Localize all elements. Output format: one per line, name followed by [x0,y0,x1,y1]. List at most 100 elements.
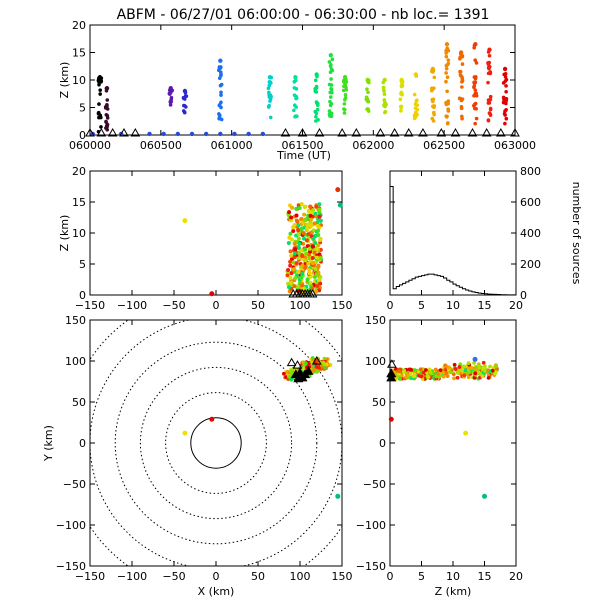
y-tick-label: −50 [363,478,386,491]
data-point [473,76,478,81]
y-axis-label: number of sources [570,182,583,285]
station-marker [280,127,291,137]
data-point [296,236,301,241]
data-point [458,73,463,77]
y-tick-label: 800 [520,165,541,178]
data-point [311,236,316,241]
data-point [289,271,294,276]
data-point [490,368,495,373]
data-point [423,368,428,372]
data-point [310,261,315,266]
data-point [299,275,304,280]
y-tick-label: 0 [79,289,86,302]
data-point [472,45,476,50]
data-point [99,79,103,84]
data-point [282,371,286,376]
data-point [486,80,490,85]
data-point [297,250,302,255]
x-tick-label: 50 [251,570,265,583]
data-point [343,96,348,100]
x-tick-label: 061000 [211,139,253,152]
data-point [341,88,346,93]
column-top-point [458,50,464,55]
data-point [488,364,492,369]
y-tick-label: 20 [72,165,86,178]
x-axis-label: Time (UT) [276,149,331,162]
data-point [441,374,446,379]
data-point [399,109,403,113]
data-point [296,256,301,261]
data-point [329,62,333,67]
data-point [398,97,403,102]
column-top-point [382,77,387,83]
data-point [412,372,417,377]
y-tick-label: 15 [72,196,86,209]
data-point [288,259,293,264]
data-point [306,208,311,213]
data-point [316,243,321,248]
data-point [310,356,315,360]
data-point [314,255,319,260]
data-point [300,283,305,288]
range-ring [165,392,267,494]
data-point [315,247,320,252]
x-tick-label: 100 [290,570,311,583]
data-point [98,88,102,92]
data-point [446,107,450,112]
data-point [307,249,312,254]
data-point [313,267,318,272]
data-point [268,97,273,101]
data-point [365,87,369,91]
range-ring [139,366,293,520]
range-ring [190,417,242,469]
data-point [217,115,222,119]
data-point [296,223,301,228]
range-ring [90,320,342,566]
data-point [430,97,435,102]
data-point [398,376,402,381]
y-axis-label: Z (km) [58,215,71,252]
data-point [460,85,464,89]
data-point [329,77,333,81]
data-point [457,365,462,369]
x-tick-label: 063000 [494,139,536,152]
ground-point [175,131,181,137]
station-marker [286,357,297,367]
y-tick-label: 50 [72,396,86,409]
data-point [382,88,386,93]
outlier-point [182,430,188,436]
data-point [445,75,450,79]
data-point [364,95,369,100]
data-point [467,370,471,375]
data-point [299,202,304,207]
data-point [382,98,387,102]
data-point [405,373,410,377]
y-tick-label: 400 [520,227,541,240]
data-point [443,364,448,369]
data-point [302,212,307,217]
data-point [446,48,451,53]
x-tick-label: 0 [387,570,394,583]
x-tick-label: 15 [478,570,492,583]
ground-point [161,131,166,137]
column-top-point [365,77,370,83]
data-point [318,218,323,223]
data-point [381,85,386,90]
data-point [501,95,506,100]
data-point [305,277,310,282]
data-point [426,375,431,379]
y-tick-label: 100 [65,355,86,368]
data-point [444,79,448,84]
data-point [487,66,491,71]
x-tick-label: 10 [446,299,460,312]
data-point [324,362,329,367]
data-point [294,94,298,99]
column-top-point [430,66,436,72]
data-point [478,372,483,376]
data-point [313,241,318,246]
data-point [504,84,508,88]
data-point [458,55,462,60]
data-point [293,114,297,119]
data-point [494,364,498,369]
column-top-point [182,88,188,94]
